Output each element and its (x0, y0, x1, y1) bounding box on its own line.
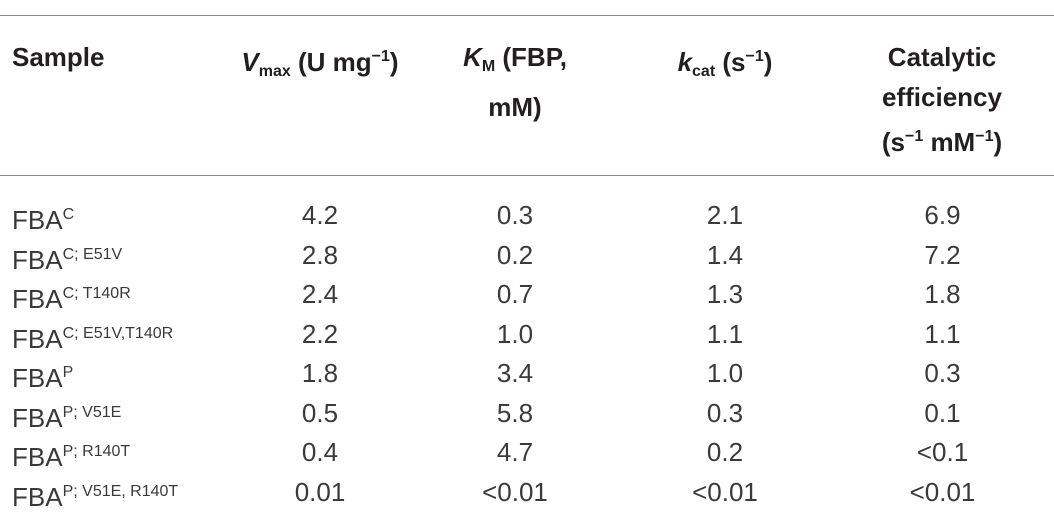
header-text: K (463, 42, 482, 72)
header-text: ) (763, 47, 773, 77)
value-cell: 0.7 (496, 279, 534, 309)
value-cell: <0.01 (482, 476, 548, 507)
top-rule (0, 15, 1054, 16)
value-cell: <0.01 (909, 476, 976, 507)
value-cell: 0.4 (301, 437, 339, 467)
sample-name: FBA (12, 323, 63, 354)
value-cell: 0.01 (294, 476, 346, 507)
header-text: (s (715, 47, 746, 77)
header-text: −1 (745, 48, 764, 65)
value-cell: 2.1 (706, 200, 744, 230)
value-cell: 1.3 (706, 279, 744, 309)
header-text: −1 (371, 48, 390, 65)
sample-cell: FBAC (12, 196, 74, 239)
sample-cell: FBAP; R140T (12, 433, 130, 476)
value-cell: <0.01 (692, 476, 758, 507)
value-cell: <0.1 (916, 437, 969, 467)
header-text: (FBP, mM) (488, 42, 567, 122)
header-cell: Sample (12, 37, 232, 77)
sample-cell: FBAC; E51V (12, 236, 122, 279)
sample-name: FBA (12, 244, 63, 275)
header-text: (U mg (290, 47, 372, 77)
sample-variant: P (62, 364, 74, 381)
sample-variant: C; T140R (62, 285, 131, 302)
header-text: k (677, 47, 693, 77)
value-cell: 2.2 (301, 318, 339, 349)
sample-name: FBA (12, 205, 63, 235)
value-cell: 1.0 (496, 318, 534, 349)
sample-name: FBA (12, 481, 63, 512)
sample-cell: FBAC; T140R (12, 275, 131, 318)
value-cell: 1.8 (924, 279, 961, 309)
header-text: mM (923, 127, 976, 157)
header-cell: kcat (s−1) (640, 37, 810, 92)
header-cell: Catalytic efficiency (s−1 mM−1) (867, 37, 1017, 162)
header-text: ) (993, 127, 1003, 157)
sample-name: FBA (12, 402, 63, 433)
header-cell: Vmax (U mg−1) (230, 37, 410, 92)
sample-variant: C (62, 206, 75, 223)
sample-name: FBA (12, 363, 63, 393)
header-text: −1 (904, 128, 924, 145)
sample-cell: FBAP; V51E (12, 394, 121, 437)
value-cell: 3.4 (496, 358, 534, 388)
sample-variant: P; V51E (62, 403, 122, 421)
value-cell: 4.7 (496, 437, 534, 467)
value-cell: 6.9 (924, 200, 961, 230)
value-cell: 0.3 (706, 397, 744, 428)
value-cell: 0.5 (301, 397, 339, 428)
value-cell: 1.1 (924, 318, 961, 349)
value-cell: 2.4 (301, 279, 339, 309)
sample-variant: C; E51V,T140R (62, 324, 174, 342)
value-cell: 0.3 (496, 200, 534, 230)
sample-variant: P; R140T (62, 443, 131, 460)
value-cell: 1.0 (706, 358, 744, 388)
value-cell: 2.8 (301, 239, 339, 270)
value-cell: 5.8 (496, 397, 534, 428)
value-cell: 1.1 (706, 318, 744, 349)
sample-name: FBA (12, 442, 63, 472)
value-cell: 0.1 (924, 397, 961, 428)
sample-name: FBA (12, 284, 63, 314)
value-cell: 0.2 (496, 239, 534, 270)
header-text: −1 (975, 128, 994, 145)
value-cell: 0.2 (706, 437, 744, 467)
sample-variant: P; V51E, R140T (62, 482, 179, 500)
header-rule (0, 175, 1054, 176)
value-cell: 1.4 (706, 239, 744, 270)
sample-cell: FBAP; V51E, R140T (12, 473, 178, 516)
header-text: V (241, 47, 259, 77)
value-cell: 4.2 (301, 200, 339, 230)
sample-cell: FBAC; E51V,T140R (12, 315, 173, 358)
header-text: M (481, 58, 496, 75)
header-text: Catalytic efficiency (s (881, 42, 1002, 157)
value-cell: 7.2 (924, 239, 961, 270)
header-text: cat (692, 63, 716, 80)
sample-cell: FBAP (12, 354, 73, 397)
sample-variant: C; E51V (62, 245, 123, 263)
header-cell: KM (FBP, mM) (435, 37, 595, 127)
value-cell: 1.8 (301, 358, 339, 388)
value-cell: 0.3 (924, 358, 961, 388)
header-text: max (258, 63, 291, 80)
header-text: Sample (12, 42, 105, 72)
header-text: ) (389, 47, 399, 77)
